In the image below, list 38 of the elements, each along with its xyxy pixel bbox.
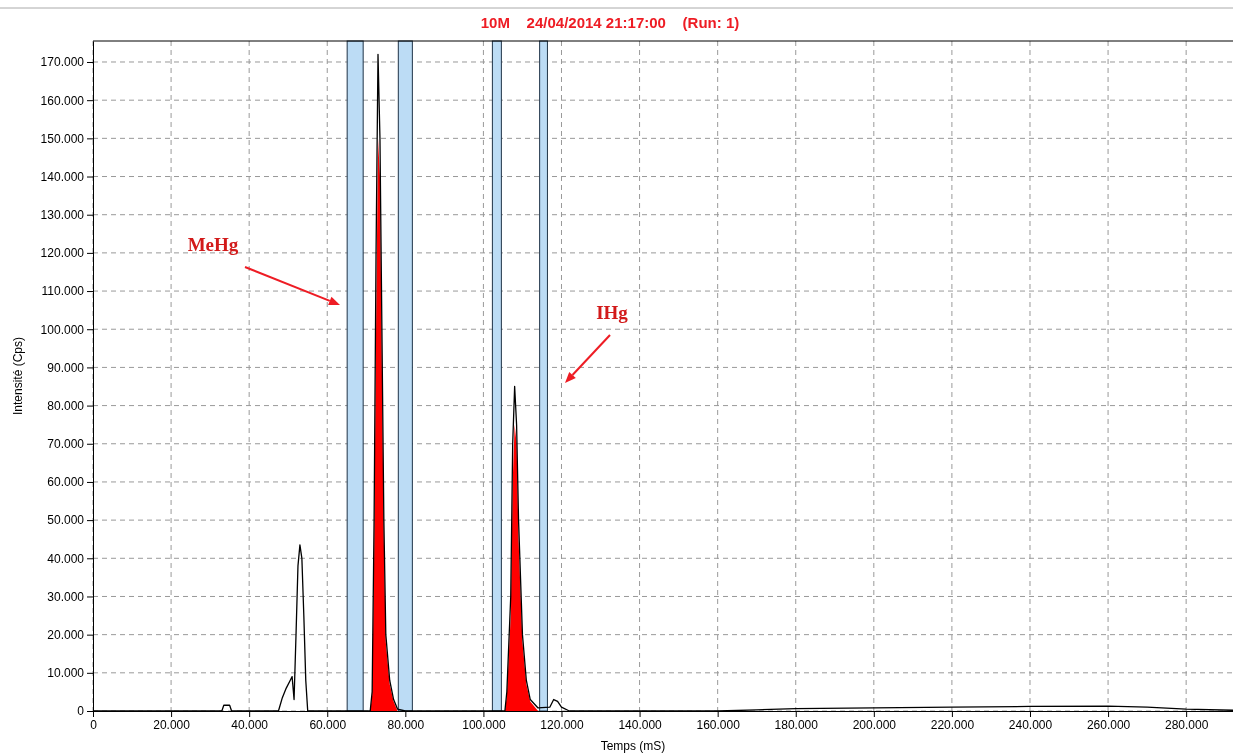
y-tick-label: 90.000 [47, 360, 85, 375]
y-tick-label: 120.000 [40, 246, 85, 261]
y-tick-label: 30.000 [47, 589, 85, 604]
y-tick-label: 0 [77, 704, 85, 719]
chart-title: 10M 24/04/2014 21:17:00 (Run: 1) [480, 14, 740, 31]
annotation: IHg [596, 302, 629, 323]
y-tick-label: 80.000 [47, 398, 85, 413]
y-tick-label: 140.000 [40, 169, 85, 184]
x-tick-label: 100.000 [462, 717, 506, 732]
y-tick-label: 40.000 [47, 551, 85, 566]
x-tick-label: 20.000 [153, 717, 191, 732]
x-tick-label: 260.000 [1086, 717, 1131, 732]
y-tick-label: 50.000 [47, 513, 85, 528]
y-axis-title: Intensité (Cps) [11, 336, 25, 416]
y-tick-label: 60.000 [47, 475, 85, 490]
y-tick-label: 160.000 [40, 93, 85, 108]
x-tick-label: 160.000 [696, 717, 741, 732]
y-tick-label: 150.000 [40, 131, 85, 146]
x-tick-label: 240.000 [1008, 717, 1053, 732]
x-tick-label: 280.000 [1164, 717, 1209, 732]
x-tick-label: 40.000 [231, 717, 269, 732]
y-tick-label: 10.000 [47, 666, 85, 681]
x-tick-label: 0 [90, 717, 98, 732]
y-tick-label: 170.000 [40, 55, 85, 70]
x-tick-label: 60.000 [309, 717, 347, 732]
x-tick-label: 180.000 [774, 717, 819, 732]
annotation: MeHg [187, 234, 239, 255]
y-tick-label: 110.000 [41, 284, 85, 299]
x-tick-label: 120.000 [540, 717, 584, 732]
y-tick-label: 130.000 [40, 208, 85, 223]
x-tick-label: 200.000 [852, 717, 897, 732]
y-tick-label: 100.000 [40, 322, 85, 337]
x-tick-label: 220.000 [930, 717, 975, 732]
y-tick-label: 70.000 [47, 437, 85, 452]
y-tick-label: 20.000 [47, 627, 85, 642]
x-axis-title: Temps (mS) [600, 739, 666, 753]
x-tick-label: 80.000 [387, 717, 425, 732]
x-tick-label: 140.000 [618, 717, 663, 732]
